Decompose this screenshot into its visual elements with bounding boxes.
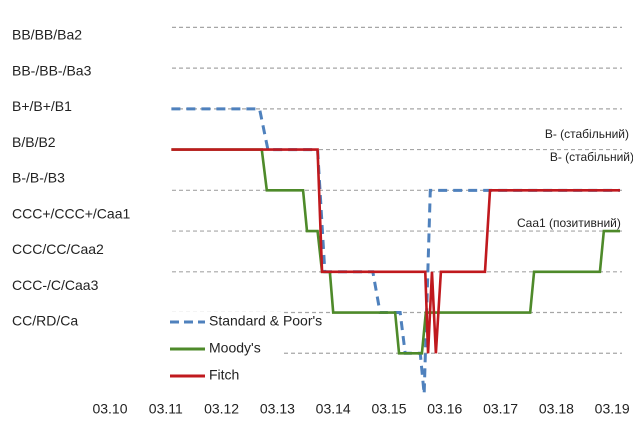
y-tick-label: CCC/CC/Caa2	[12, 241, 104, 257]
line	[171, 148, 621, 355]
legend-bg	[166, 339, 281, 359]
y-tick-label: B+/B+/B1	[12, 98, 72, 114]
legend-label: Fitch	[209, 367, 239, 383]
x-tick-label: 03.10	[92, 401, 127, 417]
y-tick-label: B/B/B2	[12, 134, 56, 150]
x-tick-label: 03.19	[595, 401, 630, 417]
y-tick-label: CCC+/CCC+/Caa1	[12, 205, 130, 221]
legend-bg	[166, 312, 281, 332]
y-tick-label: BB-/BB-/Ba3	[12, 62, 92, 78]
annotation: Caa1 (позитивний)	[517, 216, 621, 230]
y-tick-label: BB/BB/Ba2	[12, 27, 82, 43]
x-tick-label: 03.15	[371, 401, 406, 417]
legend-bg	[166, 366, 281, 386]
legend-label: Standard & Poor's	[209, 313, 322, 329]
x-tick-label: 03.18	[539, 401, 574, 417]
annotation: B- (стабільний)	[545, 127, 629, 141]
legend-label: Moody's	[209, 340, 261, 356]
y-tick-label: CC/RD/Ca	[12, 313, 78, 329]
x-tick-label: 03.17	[483, 401, 518, 417]
x-tick-label: 03.13	[260, 401, 295, 417]
line	[171, 148, 621, 354]
annotation: B- (стабільний)	[550, 150, 633, 164]
x-tick-label: 03.11	[149, 401, 183, 417]
x-tick-label: 03.12	[204, 401, 239, 417]
y-tick-label: CCC-/C/Caa3	[12, 277, 99, 293]
x-tick-label: 03.16	[427, 401, 462, 417]
y-tick-label: B-/B-/B3	[12, 170, 65, 186]
x-tick-label: 03.14	[316, 401, 351, 417]
